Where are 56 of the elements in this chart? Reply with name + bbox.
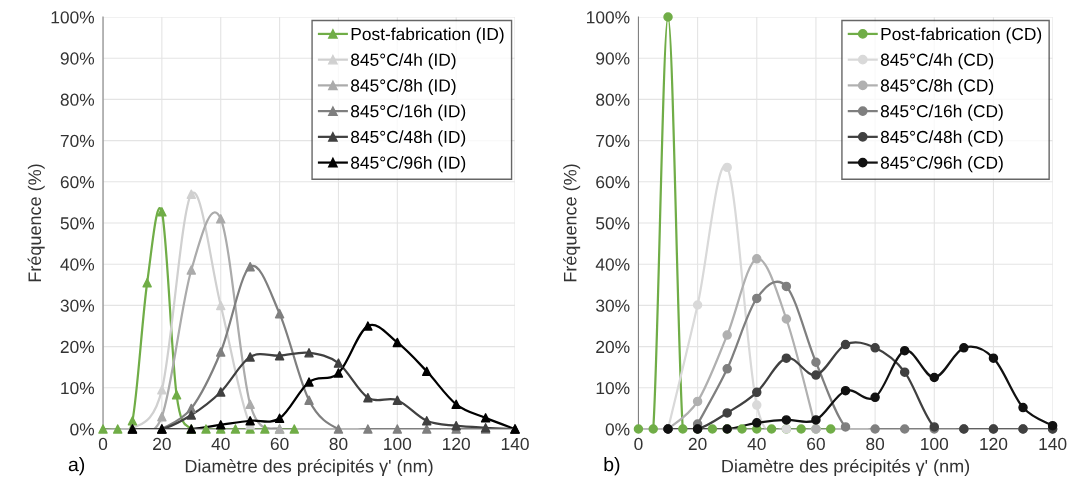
legend-label: Post-fabrication (CD)	[881, 27, 1042, 44]
y-tick-label: 70%	[60, 134, 95, 148]
x-tick-label: 60	[807, 437, 825, 451]
y-tick-label: 10%	[61, 381, 95, 395]
y-tick-label: 0%	[70, 423, 95, 436]
y-tick-label: 0%	[605, 423, 630, 436]
x-tick-label: 80	[329, 437, 348, 451]
x-tick-label: 120	[443, 437, 470, 451]
legend-label: 845°C/4h (CD)	[880, 53, 994, 70]
text: b)	[604, 457, 620, 476]
y-tick-label: 100%	[51, 11, 95, 24]
legend-label: 845°C/48h (ID)	[351, 130, 466, 147]
x-tick-label: 140	[1039, 437, 1067, 451]
y-tick-label: 10%	[596, 381, 630, 395]
y-tick-label: 20%	[60, 340, 95, 354]
y-tick-label: 50%	[596, 217, 630, 230]
y-tick-label: 40%	[595, 258, 630, 271]
y-tick-label: 50%	[60, 217, 95, 230]
x-tick-label: 120	[980, 437, 1008, 451]
x-tick-label: 100	[921, 437, 949, 451]
legend-label: 845°C/48h (CD)	[880, 130, 1003, 147]
y-tick-label: 30%	[60, 299, 95, 312]
legend-label: 845°C/16h (CD)	[880, 104, 1003, 121]
y-axis-title: Fréquence (%)	[563, 164, 581, 282]
y-tick-label: 80%	[596, 93, 630, 106]
x-tick-label: 0	[634, 437, 643, 451]
x-tick-label: 60	[270, 437, 289, 451]
x-tick-label: 0	[98, 437, 108, 451]
legend-label: 845°C/96h (CD)	[880, 156, 1003, 173]
x-tick-label: 40	[211, 437, 230, 451]
text: a)	[68, 457, 85, 476]
y-tick-label: 90%	[60, 52, 95, 65]
x-tick-label: 80	[866, 437, 885, 451]
y-tick-label: 100%	[587, 11, 630, 24]
legend-label: Post-fabrication (ID)	[351, 27, 504, 44]
legend-label: 845°C/96h (ID)	[351, 156, 466, 173]
x-tick-label: 40	[747, 437, 766, 451]
y-tick-label: 40%	[60, 258, 95, 271]
y-tick-label: 70%	[596, 134, 630, 148]
legend-label: 845°C/8h (ID)	[351, 78, 456, 96]
y-axis-title: Fréquence (%)	[27, 164, 45, 282]
x-tick-label: 20	[153, 437, 171, 451]
x-tick-label: 20	[688, 437, 707, 451]
y-tick-label: 90%	[596, 52, 630, 65]
legend-label: 845°C/4h (ID)	[351, 53, 456, 70]
x-tick-label: 100	[384, 437, 412, 451]
y-tick-label: 80%	[60, 93, 95, 106]
legend-label: 845°C/16h (ID)	[351, 104, 466, 121]
y-tick-label: 30%	[596, 299, 630, 312]
y-tick-label: 60%	[596, 175, 630, 189]
x-tick-label: 140	[501, 437, 529, 451]
x-axis-title: Diamètre des précipités γ' (nm)	[722, 459, 970, 477]
legend-label: 845°C/8h (CD)	[880, 78, 994, 96]
x-axis-title: Diamètre des précipités γ' (nm)	[185, 459, 433, 477]
y-tick-label: 60%	[60, 175, 95, 189]
y-tick-label: 20%	[596, 340, 630, 354]
